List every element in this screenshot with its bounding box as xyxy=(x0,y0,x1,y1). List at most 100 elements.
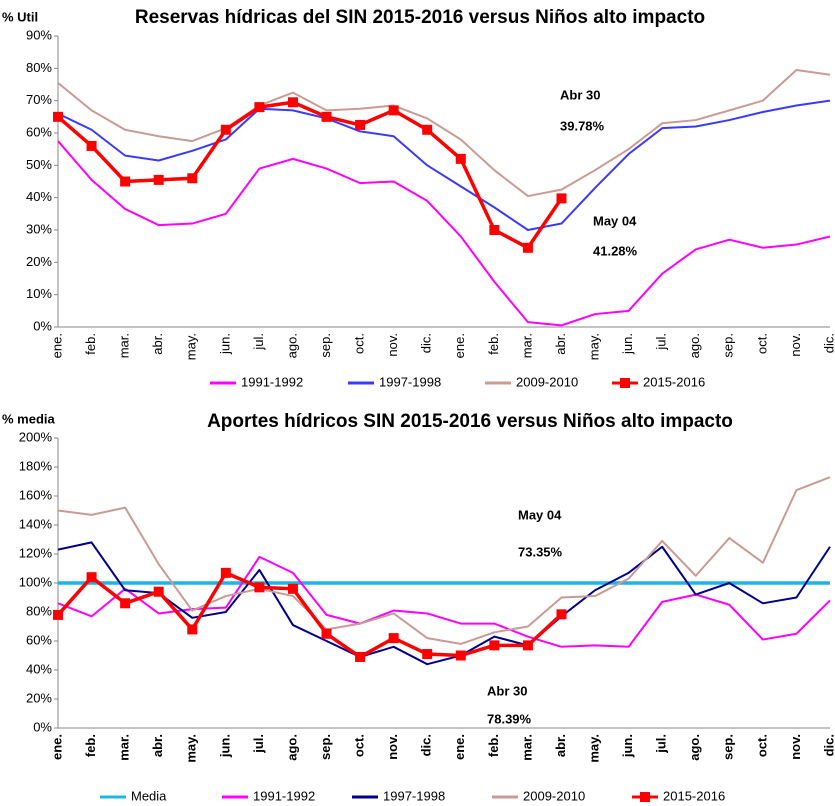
annotation: 78.39% xyxy=(487,711,532,726)
y-tick-label: 50% xyxy=(26,157,52,172)
annotation: 39.78% xyxy=(560,118,605,133)
x-tick-label: abr. xyxy=(150,333,165,355)
legend-label: 1991-1992 xyxy=(253,788,315,803)
x-tick-label: nov. xyxy=(385,734,400,760)
x-tick-label: mar. xyxy=(117,333,132,358)
y-tick-label: 200% xyxy=(19,429,53,444)
x-tick-label: ene. xyxy=(452,734,467,760)
x-tick-label: jun. xyxy=(217,333,232,355)
x-tick-label: jun. xyxy=(620,333,635,355)
y-tick-label: 60% xyxy=(26,124,52,139)
x-tick-label: nov. xyxy=(385,333,400,357)
marker xyxy=(120,598,131,609)
legend-label: 1997-1998 xyxy=(379,374,441,389)
chart-title: Aportes hídricos SIN 2015-2016 versus Ni… xyxy=(207,411,733,432)
y-tick-label: 40% xyxy=(26,661,52,676)
x-tick-label: ago. xyxy=(687,734,702,761)
x-tick-label: may. xyxy=(184,333,199,360)
marker xyxy=(388,105,399,116)
marker xyxy=(522,242,533,253)
marker xyxy=(489,225,500,235)
series-line xyxy=(57,68,831,198)
x-tick-label: ago. xyxy=(284,333,299,358)
marker xyxy=(120,176,131,187)
y-tick-label: 0% xyxy=(33,719,52,734)
y-tick-label: 70% xyxy=(26,92,52,107)
y-tick-label: 80% xyxy=(26,60,52,75)
y-tick-label: 30% xyxy=(26,221,52,236)
x-tick-label: jul. xyxy=(251,734,266,754)
y-axis-label: % media xyxy=(2,411,56,426)
y-tick-label: 90% xyxy=(26,27,52,42)
x-tick-label: feb. xyxy=(83,734,98,757)
x-tick-label: mar. xyxy=(519,734,534,761)
marker xyxy=(86,572,97,583)
y-tick-label: 60% xyxy=(26,632,52,647)
x-tick-label: may. xyxy=(586,333,601,360)
x-tick-label: oct. xyxy=(352,333,367,354)
legend-label: 2009-2010 xyxy=(523,788,585,803)
marker xyxy=(187,173,198,184)
annotation: 73.35% xyxy=(518,544,563,559)
marker xyxy=(422,649,433,660)
marker xyxy=(321,628,332,639)
marker xyxy=(254,582,265,593)
y-axis-label: % Util xyxy=(2,9,38,24)
x-tick-label: jul. xyxy=(251,333,266,351)
legend-label: 2015-2016 xyxy=(663,788,725,803)
x-tick-label: abr. xyxy=(553,333,568,355)
x-tick-label: sep. xyxy=(318,734,333,760)
marker xyxy=(287,97,298,108)
x-tick-label: feb. xyxy=(486,734,501,757)
series-line xyxy=(56,100,563,250)
x-tick-label: ago. xyxy=(687,333,702,358)
series-line xyxy=(57,140,831,327)
y-tick-label: 100% xyxy=(19,574,53,589)
x-tick-label: sep. xyxy=(318,333,333,358)
marker xyxy=(556,193,567,204)
y-tick-label: 120% xyxy=(19,545,53,560)
x-tick-label: nov. xyxy=(788,333,803,357)
x-tick-label: sep. xyxy=(721,734,736,760)
y-tick-label: 0% xyxy=(33,318,52,333)
marker xyxy=(455,153,466,164)
marker xyxy=(153,586,164,597)
marker xyxy=(53,609,63,620)
x-tick-label: feb. xyxy=(83,333,98,355)
x-tick-label: oct. xyxy=(754,333,769,354)
x-tick-label: ago. xyxy=(284,734,299,761)
x-tick-label: abr. xyxy=(553,734,568,757)
marker xyxy=(220,567,231,578)
annotation: May 04 xyxy=(593,213,637,228)
x-tick-label: oct. xyxy=(352,734,367,757)
marker xyxy=(355,119,366,130)
legend-label: 2009-2010 xyxy=(516,374,578,389)
x-tick-label: jun. xyxy=(217,734,232,758)
marker xyxy=(556,609,567,620)
annotation: Abr 30 xyxy=(560,87,600,102)
y-tick-label: 140% xyxy=(19,516,53,531)
x-tick-label: dic. xyxy=(419,333,434,353)
x-tick-label: ene. xyxy=(452,333,467,358)
x-tick-label: dic. xyxy=(821,333,835,353)
x-tick-label: may. xyxy=(586,734,601,763)
legend-marker xyxy=(620,378,630,388)
marker xyxy=(355,651,366,662)
y-tick-label: 80% xyxy=(26,603,52,618)
annotation: May 04 xyxy=(518,507,562,522)
y-tick-label: 180% xyxy=(19,458,53,473)
marker xyxy=(422,124,433,135)
x-tick-label: jul. xyxy=(654,734,669,754)
marker xyxy=(321,111,332,122)
series-line xyxy=(57,555,831,648)
y-tick-label: 160% xyxy=(19,487,53,502)
y-tick-label: 20% xyxy=(26,690,52,705)
y-tick-label: 20% xyxy=(26,254,52,269)
x-tick-label: feb. xyxy=(486,333,501,355)
x-tick-label: ene. xyxy=(49,734,64,760)
x-tick-label: oct. xyxy=(754,734,769,757)
series-line xyxy=(57,476,831,645)
x-tick-label: may. xyxy=(184,734,199,763)
annotation: 41.28% xyxy=(593,243,638,258)
